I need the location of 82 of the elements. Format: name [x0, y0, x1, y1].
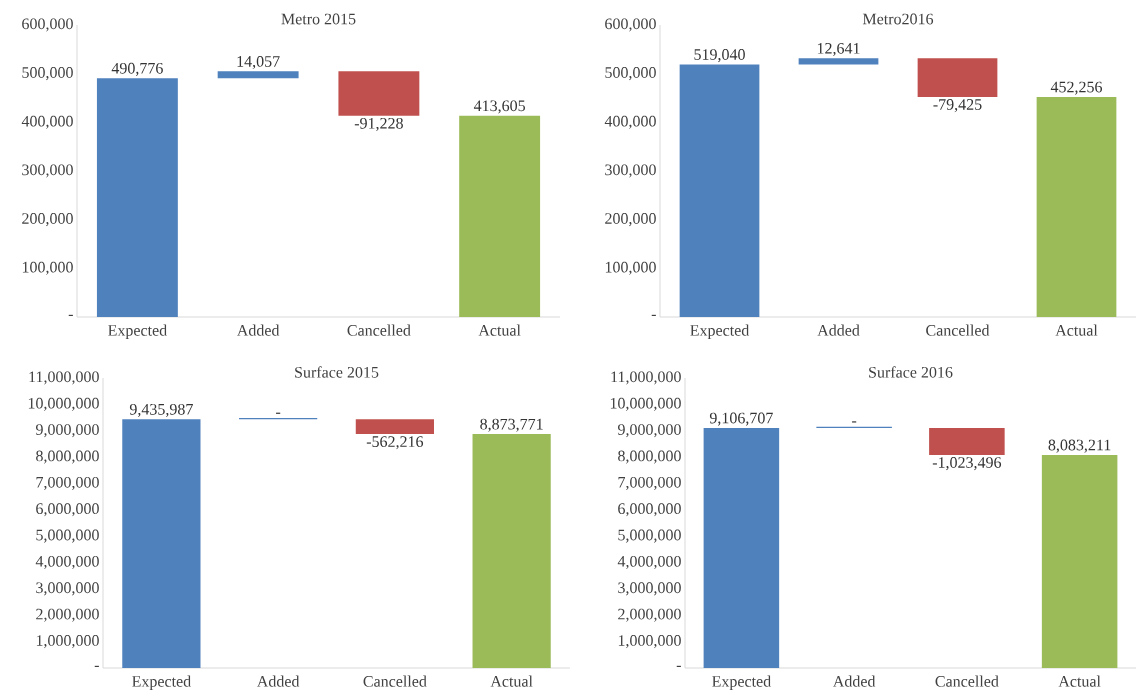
- bar: [217, 71, 299, 79]
- y-tick-label: 5,000,000: [618, 529, 681, 543]
- data-label: 12,641: [817, 42, 860, 57]
- y-tick-label: 9,000,000: [617, 424, 681, 438]
- y-tick-label: 200,000: [22, 213, 73, 227]
- y-tick-label: 11,000,000: [611, 371, 681, 385]
- bar: [1036, 96, 1117, 317]
- y-tick-label: 300,000: [605, 164, 656, 178]
- data-label: -: [852, 421, 857, 423]
- y-tick-label: 5,000,000: [36, 529, 99, 543]
- chart-title: Metro 2015: [281, 13, 356, 25]
- y-tick-label: 6,000,000: [618, 503, 681, 517]
- chart-title: Surface 2015: [295, 366, 379, 378]
- x-tick-label: Actual: [1058, 675, 1101, 687]
- x-tick-label: Actual: [478, 324, 521, 336]
- bar: [917, 58, 998, 97]
- y-tick-label: 1,000,000: [36, 635, 99, 649]
- y-tick-label: 500,000: [22, 67, 73, 81]
- y-tick-label: 200,000: [605, 213, 656, 227]
- y-tick-label: 2,000,000: [36, 608, 99, 622]
- x-tick-label: Actual: [1055, 324, 1098, 336]
- data-label: -1,023,496: [932, 457, 1002, 471]
- data-label: 8,083,211: [1048, 439, 1111, 453]
- data-label: 9,435,987: [129, 403, 193, 418]
- y-tick-label: 400,000: [21, 115, 73, 129]
- x-tick-label: Expected: [712, 675, 771, 691]
- x-tick-label: Cancelled: [347, 324, 411, 336]
- x-tick-label: Expected: [132, 675, 191, 691]
- y-tick-label: 300,000: [22, 164, 73, 178]
- y-tick-label: 100,000: [22, 261, 73, 275]
- data-label: 8,873,771: [480, 418, 543, 432]
- y-tick-label: 600,000: [605, 18, 656, 32]
- data-label: -91,228: [354, 117, 403, 131]
- y-tick-label: 4,000,000: [35, 555, 99, 570]
- data-label: -79,425: [933, 99, 982, 113]
- y-tick-label: 3,000,000: [36, 582, 99, 596]
- x-tick-label: Added: [236, 324, 280, 336]
- y-tick-label: 400,000: [604, 115, 656, 129]
- y-tick-label: 8,000,000: [36, 450, 99, 464]
- x-tick-label: Expected: [108, 324, 167, 340]
- data-label: 413,605: [473, 100, 525, 114]
- y-tick-label: -: [94, 665, 99, 667]
- chart-title: Metro2016: [862, 13, 934, 25]
- x-tick-label: Cancelled: [935, 675, 999, 687]
- data-label: -: [276, 412, 281, 414]
- y-tick-label: 7,000,000: [618, 476, 681, 490]
- x-tick-label: Added: [817, 324, 860, 336]
- bar: [338, 71, 420, 116]
- x-tick-label: Cancelled: [926, 324, 990, 336]
- bar: [679, 64, 760, 317]
- data-label: -562,216: [366, 436, 424, 450]
- data-label: 490,776: [111, 62, 163, 76]
- data-label: 519,040: [694, 49, 745, 63]
- y-tick-label: 8,000,000: [618, 450, 681, 464]
- y-tick-label: 11,000,000: [29, 371, 99, 385]
- y-tick-label: 2,000,000: [618, 608, 681, 622]
- x-tick-label: Added: [256, 675, 300, 687]
- y-tick-label: 7,000,000: [36, 476, 99, 490]
- y-tick-label: 10,000,000: [610, 397, 681, 411]
- bar: [459, 115, 541, 317]
- data-label: 14,057: [237, 56, 280, 70]
- data-label: 452,256: [1050, 81, 1103, 95]
- y-tick-label: 1,000,000: [618, 635, 681, 649]
- y-tick-label: -: [651, 314, 656, 316]
- x-tick-label: Expected: [690, 324, 750, 340]
- y-tick-label: 10,000,000: [28, 397, 99, 411]
- y-tick-label: 600,000: [22, 18, 73, 32]
- y-tick-label: 4,000,000: [617, 555, 681, 570]
- y-tick-label: 6,000,000: [36, 503, 99, 517]
- y-tick-label: 9,000,000: [35, 424, 99, 438]
- x-tick-label: Actual: [490, 675, 533, 687]
- y-tick-label: 100,000: [605, 261, 656, 275]
- y-tick-label: 500,000: [605, 67, 656, 81]
- bar: [96, 78, 178, 317]
- y-tick-label: -: [68, 314, 73, 316]
- x-tick-label: Cancelled: [363, 675, 427, 687]
- y-tick-label: -: [676, 665, 681, 667]
- y-tick-label: 3,000,000: [618, 582, 681, 596]
- chart-title: Surface 2016: [869, 366, 953, 378]
- data-label: 9,106,707: [709, 412, 773, 426]
- x-tick-label: Added: [832, 675, 876, 687]
- bar: [798, 58, 879, 65]
